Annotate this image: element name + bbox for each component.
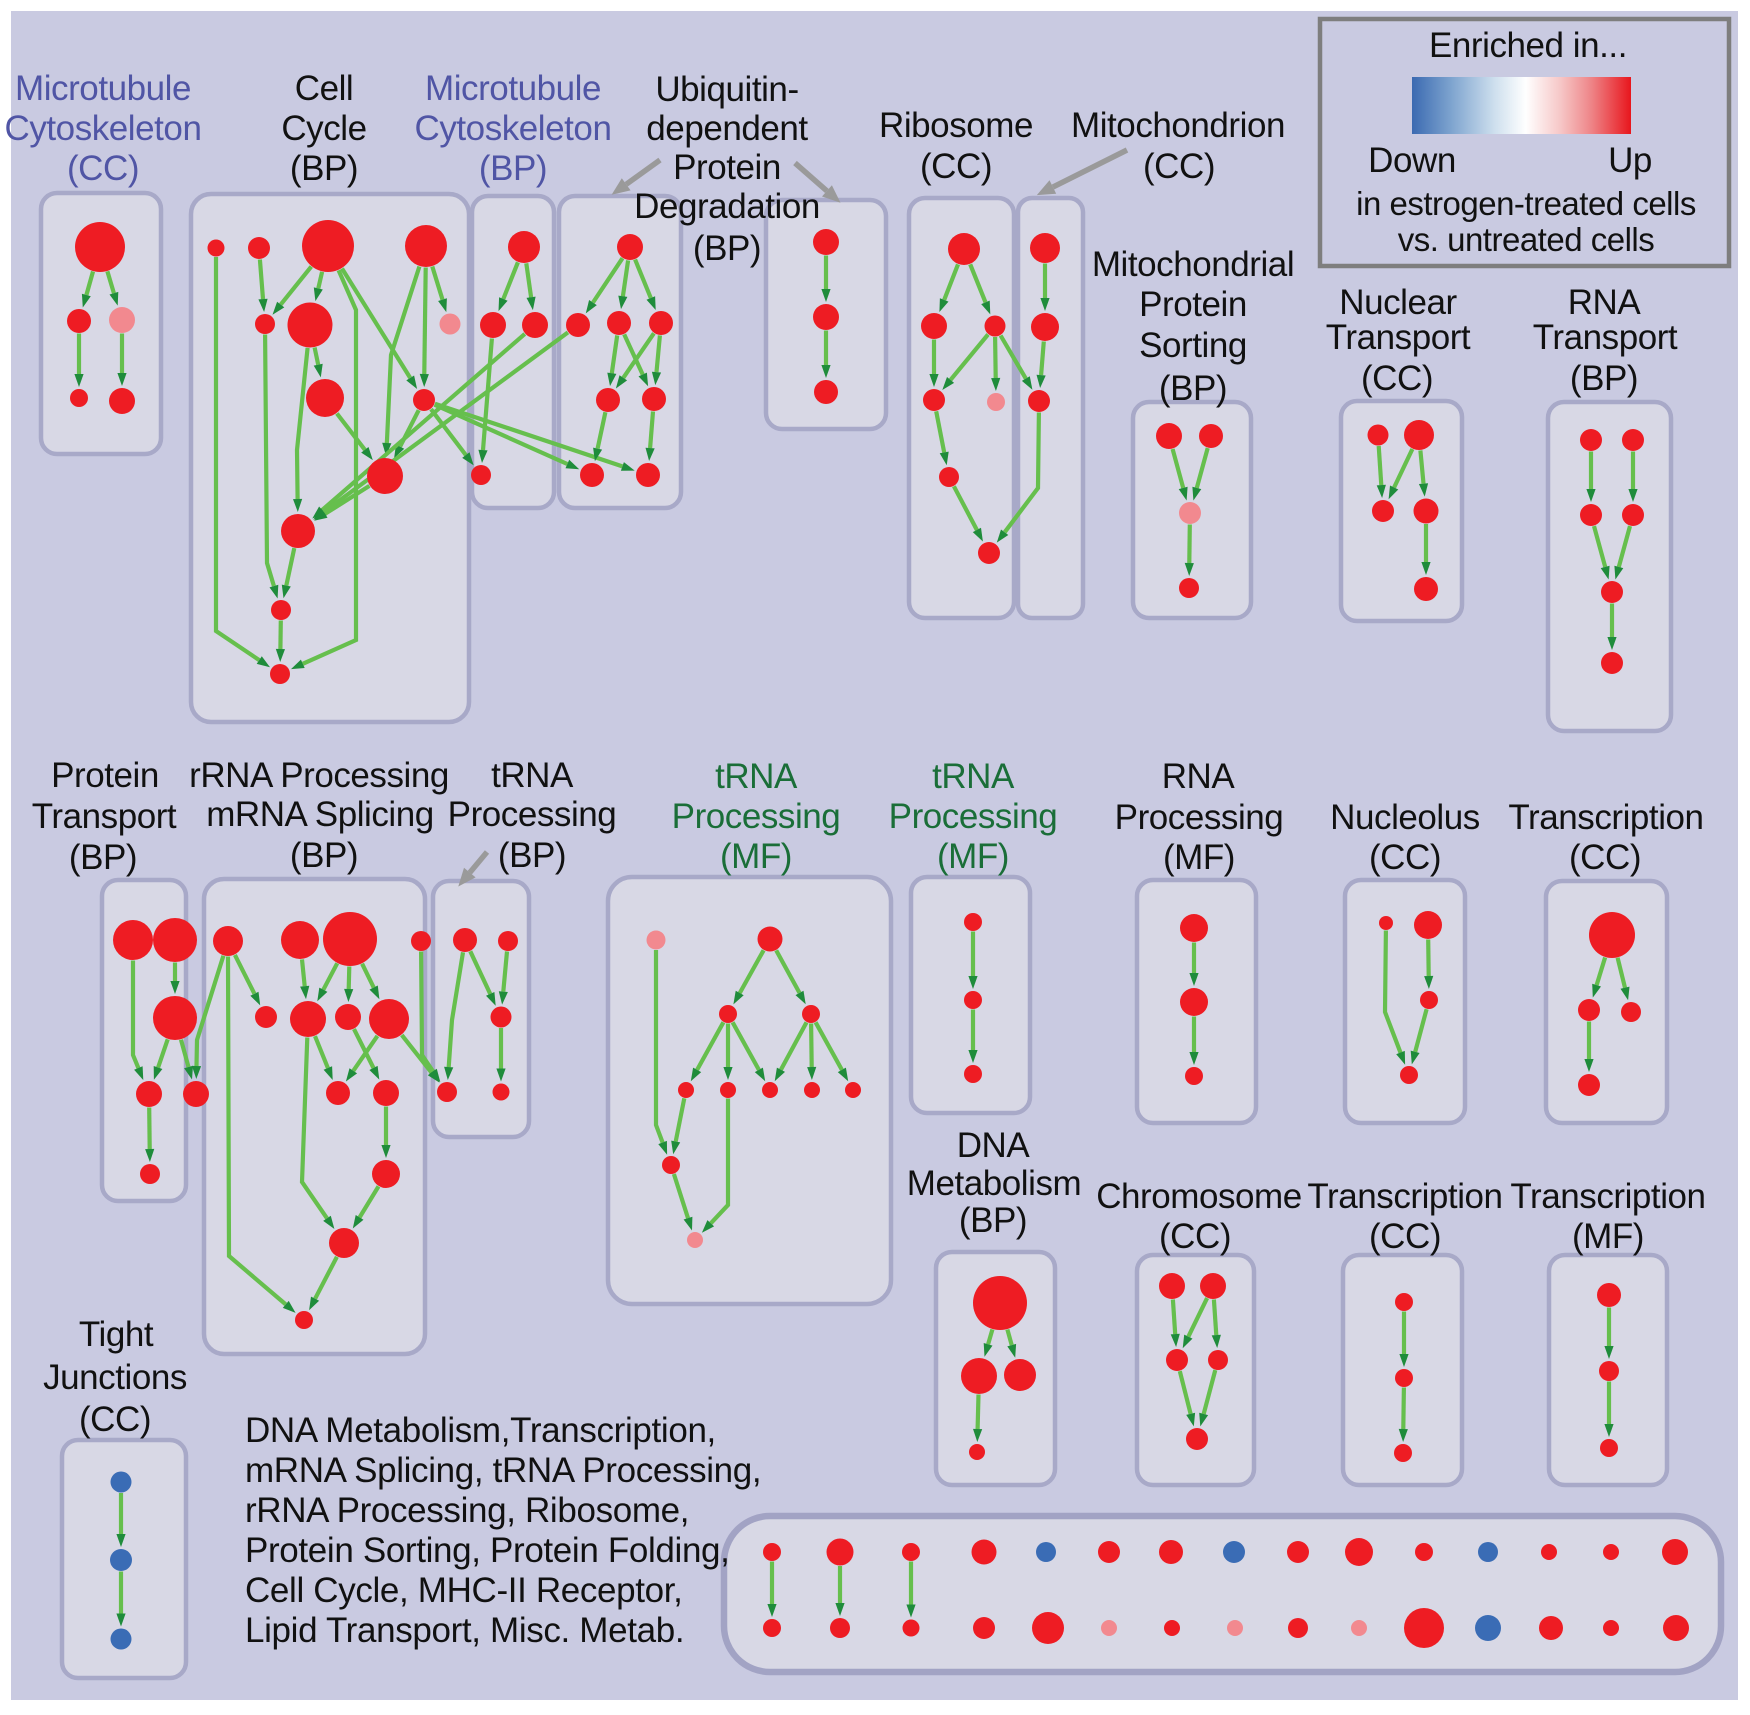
svg-text:Transport: Transport [1533,318,1678,357]
svg-text:(BP): (BP) [69,838,137,877]
svg-text:mRNA Splicing: mRNA Splicing [206,795,434,834]
svg-text:Sorting: Sorting [1139,326,1247,365]
svg-text:tRNA: tRNA [491,756,574,795]
svg-text:Ribosome: Ribosome [879,106,1033,145]
svg-text:Processing: Processing [889,797,1058,836]
svg-text:mRNA Splicing, tRNA Processing: mRNA Splicing, tRNA Processing, [245,1451,761,1490]
svg-text:(CC): (CC) [79,1400,151,1439]
svg-text:Protein: Protein [1139,285,1247,324]
svg-text:RNA: RNA [1568,283,1642,322]
svg-text:(MF): (MF) [937,837,1009,876]
svg-text:RNA: RNA [1162,757,1236,796]
svg-text:(BP): (BP) [498,836,566,875]
svg-text:Processing: Processing [1115,798,1284,837]
svg-text:Degradation: Degradation [634,187,820,226]
svg-text:Transcription: Transcription [1307,1177,1502,1216]
svg-text:Cell Cycle, MHC-II Receptor,: Cell Cycle, MHC-II Receptor, [245,1571,683,1610]
svg-text:(BP): (BP) [290,149,358,188]
svg-text:Mitochondrial: Mitochondrial [1092,245,1294,284]
svg-text:(BP): (BP) [693,229,761,268]
svg-text:(CC): (CC) [1569,838,1641,877]
svg-text:in estrogen-treated cells: in estrogen-treated cells [1356,185,1696,222]
svg-text:Cycle: Cycle [281,109,366,148]
svg-text:vs. untreated cells: vs. untreated cells [1398,221,1654,258]
svg-text:Microtubule: Microtubule [15,69,191,108]
svg-text:Enriched in...: Enriched in... [1429,26,1627,65]
svg-text:Lipid Transport, Misc. Metab.: Lipid Transport, Misc. Metab. [245,1611,684,1650]
svg-text:(BP): (BP) [290,836,358,875]
svg-text:Cytoskeleton: Cytoskeleton [415,109,612,148]
svg-text:Transport: Transport [32,797,177,836]
svg-text:(CC): (CC) [67,149,139,188]
svg-text:Tight: Tight [79,1315,154,1354]
svg-text:Up: Up [1608,141,1652,180]
svg-text:(CC): (CC) [1369,838,1441,877]
svg-text:Ubiquitin-: Ubiquitin- [655,70,798,109]
svg-text:(CC): (CC) [1369,1217,1441,1256]
svg-text:Nuclear: Nuclear [1339,283,1457,322]
svg-text:Protein: Protein [51,756,159,795]
svg-text:(CC): (CC) [1143,147,1215,186]
svg-text:Transport: Transport [1326,318,1471,357]
svg-text:DNA Metabolism,Transcription,: DNA Metabolism,Transcription, [245,1411,716,1450]
svg-text:dependent: dependent [646,109,808,148]
svg-text:tRNA: tRNA [715,757,798,796]
svg-text:DNA: DNA [957,1126,1031,1165]
svg-text:(MF): (MF) [1163,838,1235,877]
svg-text:(BP): (BP) [1159,369,1227,408]
svg-text:(CC): (CC) [1159,1217,1231,1256]
svg-text:Cytoskeleton: Cytoskeleton [5,109,202,148]
svg-text:rRNA Processing, Ribosome,: rRNA Processing, Ribosome, [245,1491,689,1530]
svg-text:Junctions: Junctions [43,1358,187,1397]
svg-text:Mitochondrion: Mitochondrion [1071,106,1285,145]
svg-text:Metabolism: Metabolism [907,1164,1081,1203]
svg-text:(MF): (MF) [720,837,792,876]
svg-text:tRNA: tRNA [932,757,1015,796]
svg-text:Transcription: Transcription [1510,1177,1705,1216]
svg-text:Nucleolus: Nucleolus [1330,798,1480,837]
svg-text:Microtubule: Microtubule [425,69,601,108]
svg-text:Processing: Processing [672,797,841,836]
svg-text:Cell: Cell [295,69,354,108]
svg-text:Processing: Processing [448,795,617,834]
svg-text:Down: Down [1368,141,1456,180]
svg-text:(MF): (MF) [1572,1217,1644,1256]
svg-text:Protein Sorting, Protein Foldi: Protein Sorting, Protein Folding, [245,1531,730,1570]
svg-text:(BP): (BP) [959,1201,1027,1240]
svg-text:Chromosome: Chromosome [1096,1177,1302,1216]
svg-text:Transcription: Transcription [1508,798,1703,837]
svg-text:(CC): (CC) [1361,359,1433,398]
svg-text:(BP): (BP) [1570,359,1638,398]
svg-text:Protein: Protein [673,148,781,187]
svg-text:rRNA Processing: rRNA Processing [189,756,449,795]
svg-text:(BP): (BP) [479,149,547,188]
svg-text:(CC): (CC) [920,147,992,186]
